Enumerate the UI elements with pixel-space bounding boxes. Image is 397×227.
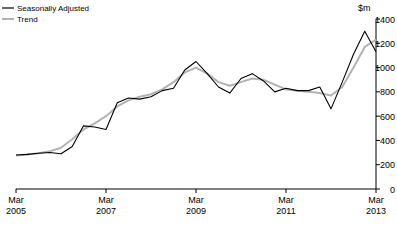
y-tick-label: 1200 [375, 39, 395, 49]
x-tick [16, 189, 17, 193]
y-axis-label: $m [358, 3, 371, 13]
y-tick-label: 1000 [375, 63, 395, 73]
x-tick-label-line: 2005 [6, 206, 26, 216]
series-line [16, 31, 376, 155]
x-tick-label-line: Mar [8, 195, 24, 205]
x-tick-label: Mar2011 [276, 195, 295, 216]
y-tick [376, 189, 380, 190]
x-tick-label-line: 2011 [276, 206, 295, 216]
x-tick [376, 189, 377, 193]
legend-label: Trend [17, 15, 38, 24]
x-tick [106, 189, 107, 193]
x-tick-label-line: 2007 [96, 206, 116, 216]
x-tick [196, 189, 197, 193]
x-tick [286, 189, 287, 193]
legend-label: Seasonally Adjusted [17, 4, 89, 13]
x-tick-label: Mar2005 [6, 195, 26, 216]
legend-swatch [2, 7, 14, 8]
x-tick-label: Mar2009 [186, 195, 206, 216]
x-tick-label-line: Mar [188, 195, 204, 205]
series-line [16, 40, 376, 156]
x-tick-label-line: Mar [98, 195, 114, 205]
x-tick-label-line: Mar [368, 195, 384, 205]
y-tick-label: 0 [390, 185, 395, 195]
x-tick-label-line: 2013 [366, 206, 386, 216]
x-tick-label: Mar2013 [366, 195, 386, 216]
y-tick-label: 200 [380, 160, 395, 170]
x-tick-label: Mar2007 [96, 195, 116, 216]
y-tick-label: 600 [380, 112, 395, 122]
legend-swatch [2, 18, 14, 20]
plot-area [16, 31, 376, 155]
x-tick-label-line: Mar [278, 195, 294, 205]
y-tick-label: 800 [380, 87, 395, 97]
y-tick-label: 1400 [375, 15, 395, 25]
x-tick-label-line: 2009 [186, 206, 206, 216]
y-tick-label: 400 [380, 136, 395, 146]
